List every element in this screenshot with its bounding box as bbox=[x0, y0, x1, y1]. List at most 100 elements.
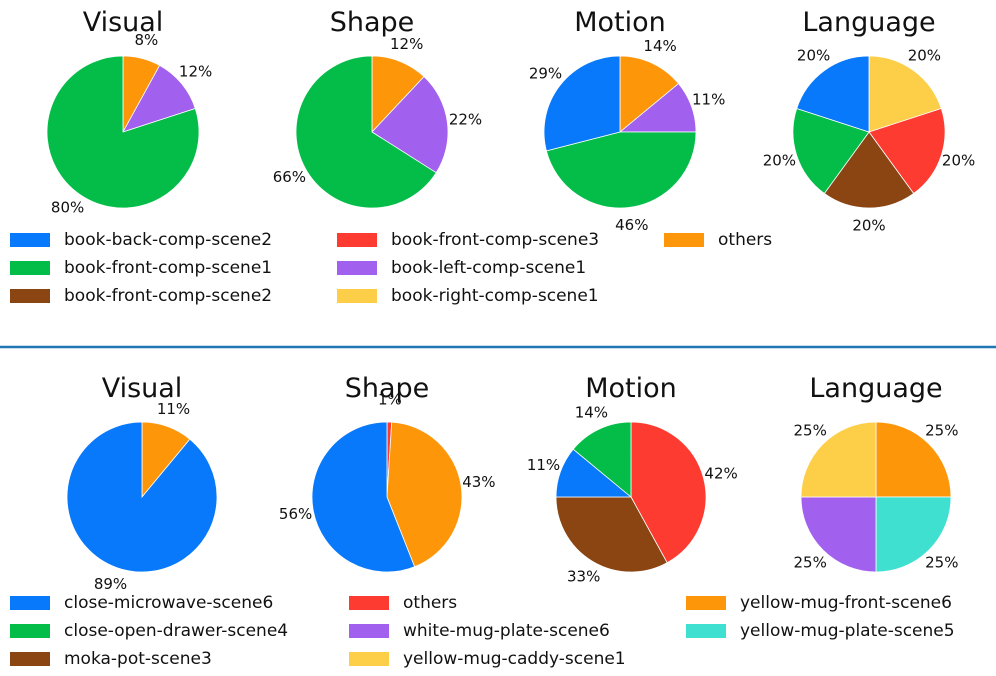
pie-slice-label: 14% bbox=[643, 37, 676, 55]
pie-slice-book-front-comp-scene1 bbox=[46, 55, 200, 209]
pie-slice-label: 33% bbox=[567, 568, 600, 586]
pie-slice-label: 11% bbox=[692, 91, 725, 109]
pie-slice-label: 22% bbox=[449, 111, 482, 129]
legend-swatch bbox=[10, 233, 50, 247]
legend-item-close-microwave-scene6: close-microwave-scene6 bbox=[10, 593, 273, 613]
pie-slice-book-right-comp-scene1 bbox=[868, 55, 942, 133]
pie-slice-label: 42% bbox=[704, 464, 737, 482]
legend-item-book-back-comp-scene2: book-back-comp-scene2 bbox=[10, 230, 272, 250]
pie-title: Language bbox=[802, 7, 935, 38]
pie-slice-label: 12% bbox=[179, 62, 212, 80]
pie-slice-others bbox=[630, 421, 707, 564]
pie-title: Motion bbox=[574, 7, 666, 38]
legend-swatch bbox=[10, 596, 50, 610]
pie-slice-label: 11% bbox=[527, 456, 560, 474]
pie-slice-label: 46% bbox=[615, 216, 648, 234]
legend-label: yellow-mug-front-scene6 bbox=[740, 593, 952, 613]
pie-slice-label: 1% bbox=[378, 391, 402, 409]
legend-swatch bbox=[337, 233, 377, 247]
legend-item-book-left-comp-scene1: book-left-comp-scene1 bbox=[337, 258, 586, 278]
legend-swatch bbox=[337, 261, 377, 275]
pie-slice-label: 25% bbox=[794, 553, 827, 571]
pie-bottom-language: Language 25% 25% 25% 25% bbox=[794, 373, 958, 573]
pie-bottom-motion: Motion 42% 33% 11% 14% bbox=[527, 373, 738, 586]
legend-label: book-front-comp-scene3 bbox=[391, 230, 599, 250]
pie-slice-label: 20% bbox=[852, 217, 885, 235]
pie-slice-book-front-comp-scene1 bbox=[792, 108, 870, 195]
pie-slice-close-open-drawer-scene4 bbox=[572, 421, 632, 498]
pie-slice-label: 56% bbox=[279, 505, 312, 523]
legend-swatch bbox=[686, 624, 726, 638]
pie-slice-label: 11% bbox=[157, 400, 190, 418]
pie-title: Shape bbox=[345, 373, 430, 404]
pie-title: Language bbox=[809, 373, 942, 404]
legend-bottom: close-microwave-scene6 close-open-drawer-… bbox=[10, 593, 955, 669]
pie-slice-label: 12% bbox=[390, 35, 423, 53]
legend-label: close-microwave-scene6 bbox=[64, 593, 273, 613]
legend-item-book-front-comp-scene3: book-front-comp-scene3 bbox=[337, 230, 599, 250]
pie-slice-book-front-comp-scene2 bbox=[823, 131, 915, 209]
legend-label: close-open-drawer-scene4 bbox=[64, 621, 288, 641]
legend-swatch bbox=[349, 652, 389, 666]
legend-label: moka-pot-scene3 bbox=[64, 649, 212, 669]
legend-item-yellow-mug-front-scene6: yellow-mug-front-scene6 bbox=[686, 593, 952, 613]
pie-slice-yellow-mug-caddy-scene1 bbox=[800, 421, 877, 498]
legend-item-others: others bbox=[664, 230, 772, 250]
legend-item-close-open-drawer-scene4: close-open-drawer-scene4 bbox=[10, 621, 288, 641]
pie-slice-yellow-mug-plate-scene5 bbox=[875, 496, 952, 573]
pie-slice-book-back-comp-scene2 bbox=[796, 55, 870, 133]
pie-slice-label: 66% bbox=[273, 168, 306, 186]
pie-slice-label: 20% bbox=[797, 46, 830, 64]
legend-label: others bbox=[403, 593, 457, 613]
legend-item-book-right-comp-scene1: book-right-comp-scene1 bbox=[337, 286, 599, 306]
legend-item-yellow-mug-plate-scene5: yellow-mug-plate-scene5 bbox=[686, 621, 955, 641]
pie-slice-label: 25% bbox=[794, 422, 827, 440]
pie-slice-moka-pot-scene3 bbox=[555, 496, 668, 573]
legend-swatch bbox=[10, 652, 50, 666]
pie-title: Visual bbox=[83, 7, 164, 38]
pie-slice-yellow-mug-front-scene6 bbox=[875, 421, 952, 498]
pie-slice-others bbox=[619, 55, 680, 133]
pie-slice-label: 43% bbox=[462, 473, 495, 491]
legend-item-moka-pot-scene3: moka-pot-scene3 bbox=[10, 649, 212, 669]
legend-swatch bbox=[686, 596, 726, 610]
legend-item-book-front-comp-scene1: book-front-comp-scene1 bbox=[10, 258, 272, 278]
legend-item-book-front-comp-scene2: book-front-comp-scene2 bbox=[10, 286, 272, 306]
legend-item-yellow-mug-caddy-scene1: yellow-mug-caddy-scene1 bbox=[349, 649, 626, 669]
pie-slice-book-front-comp-scene3 bbox=[868, 108, 946, 195]
legend-swatch bbox=[10, 624, 50, 638]
pie-slice-label: 25% bbox=[925, 553, 958, 571]
pie-slice-label: 29% bbox=[529, 65, 562, 83]
legend-swatch bbox=[664, 233, 704, 247]
pie-slice-close-microwave-scene6 bbox=[66, 421, 218, 573]
pie-slice-label: 20% bbox=[942, 152, 975, 170]
pie-slice-book-left-comp-scene1 bbox=[371, 76, 449, 174]
pie-slice-book-front-comp-scene1 bbox=[545, 131, 697, 209]
pie-slice-label: 20% bbox=[908, 46, 941, 64]
pie-title: Shape bbox=[330, 7, 415, 38]
legend-swatch bbox=[337, 289, 377, 303]
legend-swatch bbox=[349, 624, 389, 638]
legend-top: book-back-comp-scene2 book-front-comp-sce… bbox=[10, 230, 772, 306]
legend-swatch bbox=[349, 596, 389, 610]
pie-slice-book-front-comp-scene1 bbox=[295, 55, 437, 209]
legend-item-white-mug-plate-scene6: white-mug-plate-scene6 bbox=[349, 621, 610, 641]
legend-swatch bbox=[10, 261, 50, 275]
legend-label: book-front-comp-scene2 bbox=[64, 286, 272, 306]
legend-label: book-left-comp-scene1 bbox=[391, 258, 586, 278]
legend-label: book-back-comp-scene2 bbox=[64, 230, 272, 250]
pie-slice-label: 25% bbox=[925, 422, 958, 440]
legend-label: others bbox=[718, 230, 772, 250]
pie-slice-label: 14% bbox=[575, 403, 608, 421]
legend-label: yellow-mug-plate-scene5 bbox=[740, 621, 955, 641]
legend-swatch bbox=[10, 289, 50, 303]
pie-slice-label: 20% bbox=[763, 152, 796, 170]
legend-label: book-right-comp-scene1 bbox=[391, 286, 599, 306]
legend-label: yellow-mug-caddy-scene1 bbox=[403, 649, 626, 669]
